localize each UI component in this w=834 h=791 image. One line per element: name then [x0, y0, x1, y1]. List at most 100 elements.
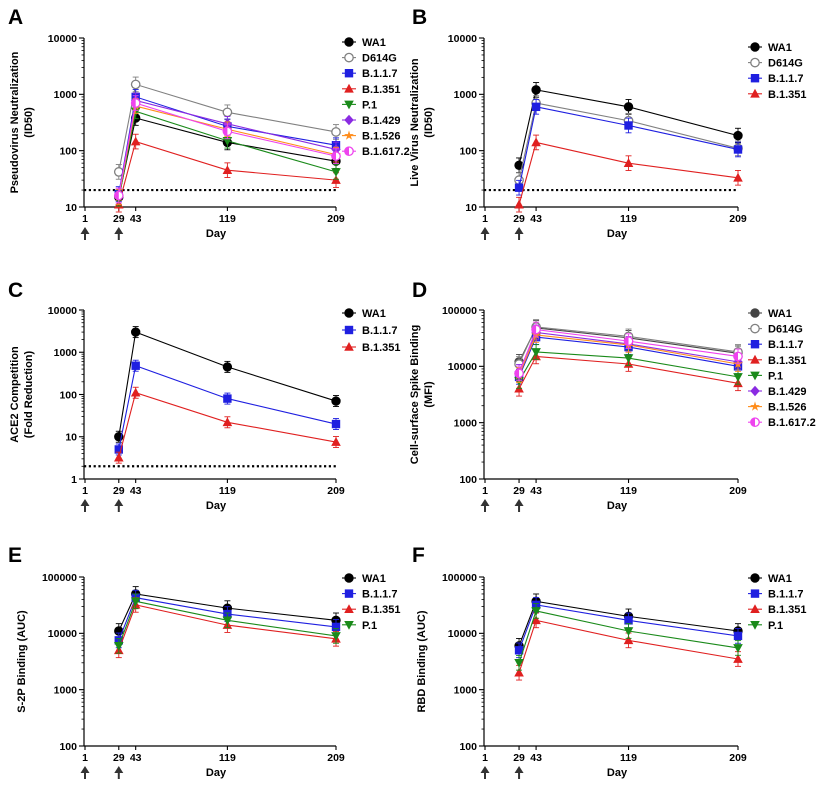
- x-tick-label-e-209: 209: [327, 752, 345, 764]
- legend-marker-d-wa1: [750, 308, 760, 318]
- point-e-p-1-29: [113, 642, 124, 651]
- point-b-b-1-351-29: [514, 199, 524, 209]
- point-b-b-1-1-7-209: [733, 145, 743, 154]
- dose-arrow-c-29: [114, 499, 124, 512]
- legend-marker-b-b-1-351: [750, 88, 760, 98]
- dose-arrow-head: [480, 499, 490, 506]
- point-a-b-1-617-2-43-fill: [131, 98, 136, 108]
- legend-marker-d-b-1-429: [750, 385, 760, 397]
- point-a-b-1-617-2-209: [331, 151, 341, 161]
- point-b-b-1-1-7-43: [531, 102, 541, 112]
- panel-e: E S-2P Binding (AUC) 100 1000 10000 100000 1 29…: [8, 544, 401, 779]
- y-tick-label-e-1000: 1000: [54, 684, 78, 696]
- point-e-b-1-1-7-209: [331, 622, 341, 632]
- legend-marker-d-b-1-526: [750, 401, 760, 411]
- legend-item-b-wa1: WA1: [748, 42, 792, 54]
- x-tick-label-f-209: 209: [729, 752, 747, 764]
- legend-label-c-b-1-351: B.1.351: [362, 342, 401, 354]
- legend-label-a-p-1: P.1: [362, 99, 377, 111]
- y-tick-label-a-10000: 10000: [48, 33, 77, 45]
- panel-letter-f: F: [412, 544, 425, 567]
- series-b-wa1: [514, 82, 743, 174]
- dose-arrow-f-29: [514, 766, 524, 779]
- series-line-d-b-1-617-2: [518, 328, 739, 374]
- y-tick-label-a-100: 100: [59, 145, 77, 157]
- series-line-c-b-1-1-7: [118, 364, 337, 450]
- y-tick-label-e-100: 100: [59, 741, 77, 753]
- legend-label-e-p-1: P.1: [362, 620, 377, 632]
- legend-marker-d-b-1-1-7: [750, 340, 760, 349]
- legend-marker-c-wa1: [344, 308, 354, 318]
- legend-marker-b-b-1-1-7: [750, 74, 760, 83]
- legend-item-e-b-1-351: B.1.351: [342, 604, 401, 616]
- legend-label-a-b-1-526: B.1.526: [362, 131, 401, 143]
- legend-label-e-b-1-1-7: B.1.1.7: [362, 589, 397, 601]
- legend-marker-f-wa1: [750, 573, 760, 583]
- x-tick-label-c-209: 209: [327, 485, 345, 497]
- series-line-f-wa1: [518, 600, 739, 647]
- legend-marker-a-wa1: [344, 37, 354, 47]
- dose-arrow-head: [480, 766, 490, 773]
- series-line-b-b-1-1-7: [518, 106, 739, 188]
- y-tick-label-c-1000: 1000: [54, 347, 78, 359]
- point-f-b-1-351-209: [733, 654, 743, 663]
- panel-f: F RBD Binding (AUC) 100 1000 10000 100000 1 29 4…: [412, 544, 807, 779]
- point-c-b-1-351-29: [113, 452, 124, 462]
- legend-label-a-b-1-1-7: B.1.1.7: [362, 68, 397, 80]
- dose-arrow-a-29: [114, 227, 124, 240]
- point-b-b-1-351-43: [531, 137, 541, 147]
- x-tick-label-c-1: 1: [82, 485, 88, 497]
- series-f-p-1: [514, 603, 743, 671]
- x-tick-label-d-119: 119: [620, 485, 637, 497]
- series-line-d-p-1: [518, 351, 739, 382]
- legend-marker-f-b-1-351: [750, 604, 760, 613]
- legend-label-a-b-1-351: B.1.351: [362, 84, 401, 96]
- legend-label-e-wa1: WA1: [362, 573, 386, 585]
- series-c-b-1-351: [113, 386, 341, 464]
- panel-letter-d: D: [412, 279, 427, 302]
- legend-label-d-b-1-429: B.1.429: [768, 386, 807, 398]
- x-tick-label-d-1: 1: [482, 485, 488, 497]
- series-line-c-b-1-351: [118, 392, 337, 458]
- y-tick-label-d-100: 100: [459, 474, 477, 486]
- legend-label-a-b-1-429: B.1.429: [362, 115, 401, 127]
- series-line-d-b-1-1-7: [518, 336, 739, 378]
- legend-label-d-b-1-526: B.1.526: [768, 402, 807, 414]
- legend-marker-e-b-1-1-7: [344, 589, 354, 598]
- series-line-f-b-1-351: [518, 619, 739, 673]
- y-tick-label-b-10000: 10000: [448, 33, 477, 45]
- panel-b: B Live Virus Neutralization (ID50) 10 100 100…: [409, 6, 807, 240]
- y-tick-label-c-1: 1: [71, 474, 77, 486]
- series-b-b-1-1-7: [514, 99, 743, 196]
- y-tick-label-d-10000: 10000: [448, 361, 477, 373]
- legend-item-d-b-1-1-7: B.1.1.7: [748, 339, 803, 351]
- legend-label-a-d614g: D614G: [362, 53, 397, 65]
- series-line-a-b-1-351: [118, 140, 337, 205]
- point-a-b-1-617-2-119-fill: [223, 127, 228, 136]
- point-c-b-1-1-7-119: [223, 394, 232, 403]
- x-tick-label-e-43: 43: [130, 752, 142, 764]
- point-c-b-1-351-119: [222, 417, 233, 427]
- legend-marker-a-d614g: [344, 52, 354, 63]
- y-tick-label-f-1000: 1000: [454, 684, 478, 696]
- legend-marker-a-b-1-1-7: [344, 69, 354, 78]
- panel-a: A Pseudovirus Neutralization (ID50) 10 100 10…: [8, 6, 410, 240]
- x-axis-title-c: Day: [206, 500, 227, 512]
- point-b-wa1-209: [733, 130, 743, 141]
- y-axis-title-a-0: Pseudovirus Neutralization: [9, 51, 21, 193]
- legend-item-f-p-1: P.1: [748, 620, 783, 632]
- panel-d: D Cell-surface Spike Binding (MFI) 100 1000 1…: [409, 279, 816, 512]
- legend-marker-c-b-1-1-7: [344, 325, 354, 335]
- legend-item-b-b-1-1-7: B.1.1.7: [748, 73, 803, 85]
- legend-item-f-wa1: WA1: [748, 573, 792, 585]
- legend-marker-e-p-1: [344, 621, 354, 630]
- series-line-f-b-1-1-7: [518, 604, 739, 651]
- legend-marker-d-b-1-617-2: [750, 417, 760, 428]
- legend-item-a-b-1-429: B.1.429: [342, 114, 401, 127]
- legend-marker-a-b-1-429: [344, 114, 354, 126]
- panel-letter-b: B: [412, 6, 427, 29]
- legend-marker-a-p-1: [344, 100, 354, 110]
- point-a-b-1-617-2-43: [130, 98, 141, 108]
- dose-arrow-head: [80, 227, 90, 234]
- legend-marker-a-b-1-526: [344, 130, 354, 140]
